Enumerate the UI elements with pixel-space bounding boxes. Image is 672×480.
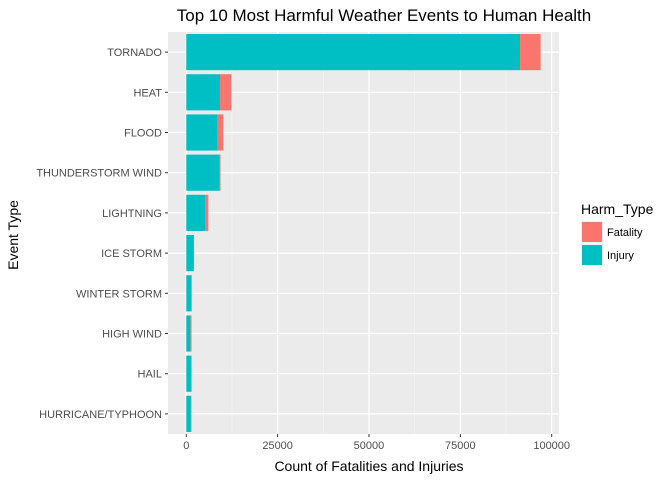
bar-fatality-tornado (520, 34, 541, 71)
bar-injury-hurricane-typhoon (186, 395, 191, 432)
y-tick-label: ICE STORM (101, 248, 162, 260)
y-axis-title: Event Type (5, 200, 21, 270)
bar-fatality-lightning (205, 194, 209, 231)
x-axis-ticks: 0 25000 50000 75000 100000 (183, 434, 570, 452)
panel-background (168, 32, 559, 434)
x-tick-label: 50000 (354, 440, 385, 452)
plot-panel (168, 32, 559, 434)
legend: Harm_Type Fatality Injury (581, 201, 654, 266)
y-tick-label: HEAT (133, 87, 162, 99)
y-tick-label: TORNADO (107, 47, 162, 59)
x-axis-title: Count of Fatalities and Injuries (274, 458, 463, 474)
legend-label-fatality: Fatality (607, 227, 643, 239)
bar-injury-tornado (186, 34, 521, 71)
y-tick-label: HURRICANE/TYPHOON (39, 409, 162, 421)
y-tick-label: WINTER STORM (76, 288, 162, 300)
y-tick-label: FLOOD (124, 128, 162, 140)
bar-fatality-high-wind (190, 315, 192, 352)
x-tick-label: 100000 (533, 440, 570, 452)
chart-title: Top 10 Most Harmful Weather Events to Hu… (177, 6, 591, 25)
legend-swatch-injury (582, 245, 602, 265)
bar-injury-thunderstorm-wind (186, 154, 220, 191)
bar-injury-ice-storm (186, 235, 194, 272)
bar-fatality-hurricane-typhoon (190, 395, 192, 432)
bar-injury-heat (186, 74, 220, 111)
y-tick-label: HAIL (138, 369, 162, 381)
bar-injury-flood (186, 114, 218, 151)
x-tick-label: 0 (183, 440, 189, 452)
bar-fatality-thunderstorm-wind (219, 154, 221, 191)
bar-fatality-hail (191, 355, 192, 392)
bar-fatality-winter-storm (191, 275, 192, 312)
bar-injury-winter-storm (186, 275, 192, 312)
y-tick-label: THUNDERSTORM WIND (36, 168, 162, 180)
legend-title: Harm_Type (581, 201, 654, 217)
y-tick-label: LIGHTNING (102, 208, 162, 220)
bar-injury-high-wind (186, 315, 191, 352)
y-tick-label: HIGH WIND (102, 329, 162, 341)
bar-fatality-heat (219, 74, 232, 111)
bar-fatality-flood (217, 114, 224, 151)
x-tick-label: 75000 (445, 440, 476, 452)
legend-swatch-fatality (582, 222, 602, 242)
y-axis-ticks: TORNADO HEAT FLOOD THUNDERSTORM WIND LIGHTNI… (36, 47, 168, 421)
bar-fatality-ice-storm (193, 235, 194, 272)
x-tick-label: 25000 (262, 440, 293, 452)
legend-label-injury: Injury (607, 250, 634, 262)
bar-injury-lightning (186, 194, 206, 231)
bar-injury-hail (186, 355, 192, 392)
